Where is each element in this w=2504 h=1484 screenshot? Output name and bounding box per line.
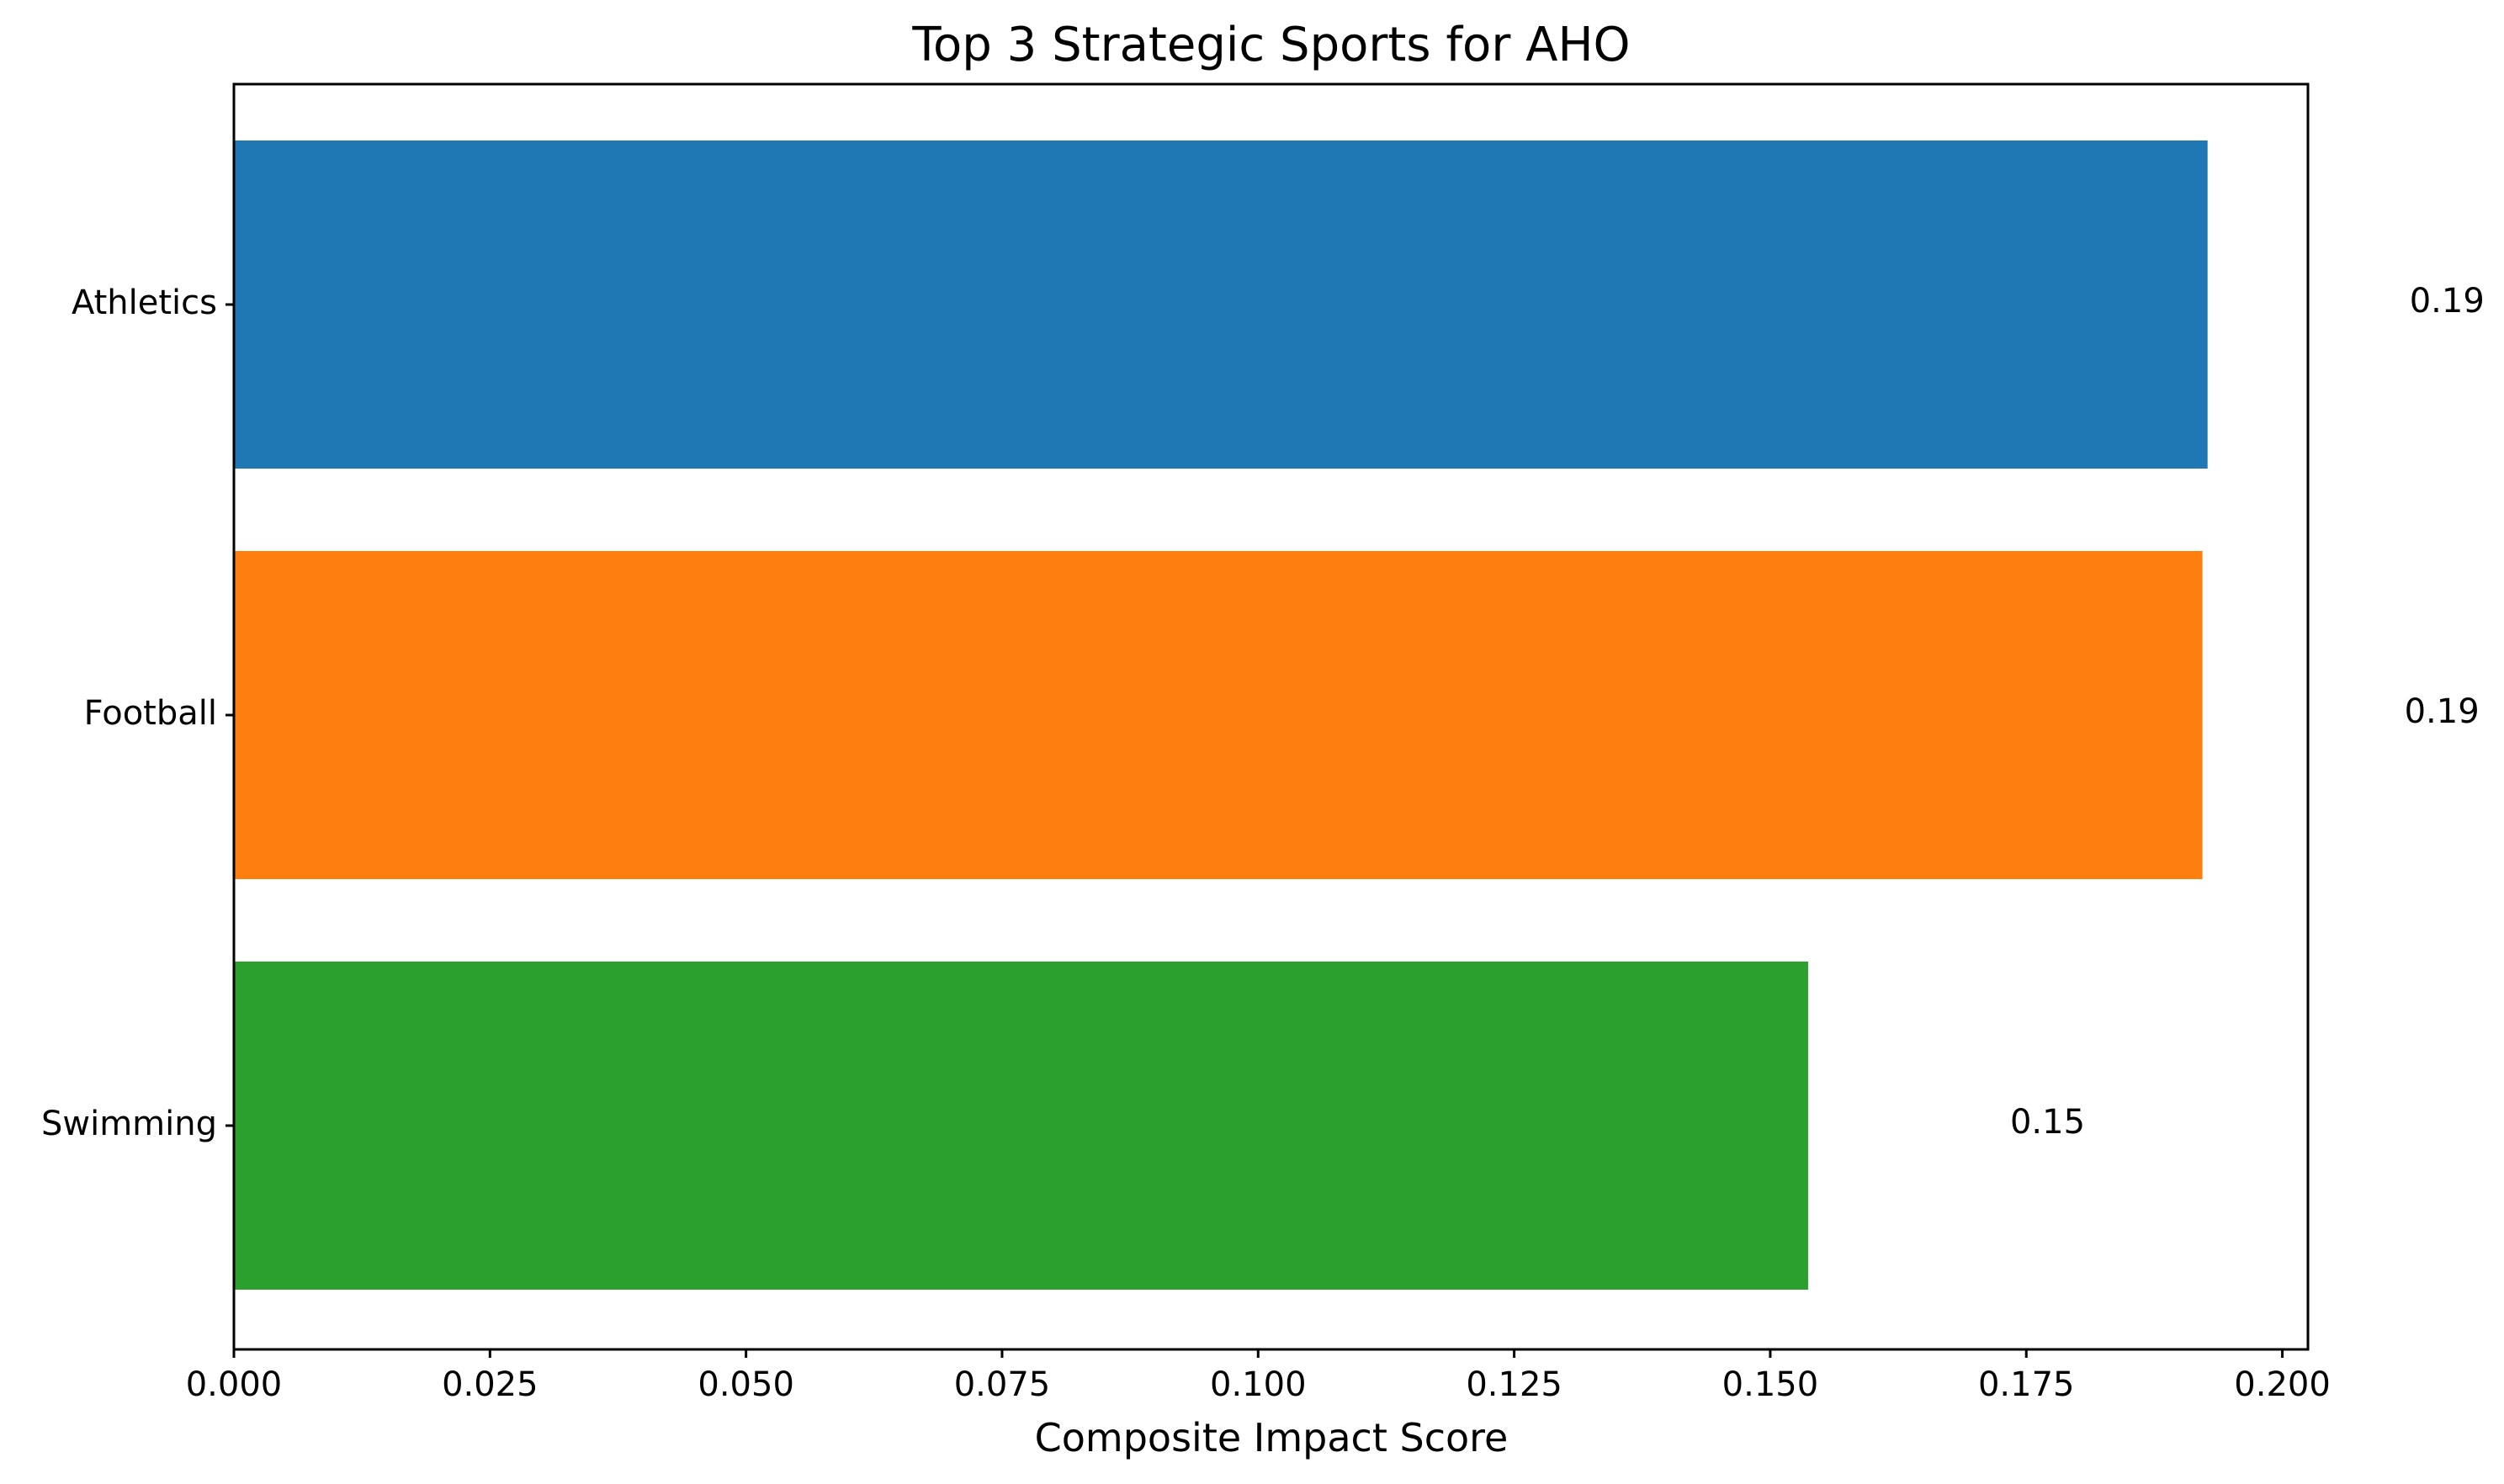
bar-football: [234, 551, 2203, 879]
y-tick-label-athletics: Athletics: [72, 284, 217, 322]
x-tick-label-7: 0.175: [1978, 1365, 2075, 1404]
x-tick-label-4: 0.100: [1210, 1365, 1307, 1404]
x-tick-label-6: 0.150: [1722, 1365, 1819, 1404]
data-label-football: 0.19: [2405, 692, 2480, 731]
plot-area-frame: [232, 82, 2310, 1351]
x-tick-label-0: 0.000: [186, 1365, 283, 1404]
bar-swimming: [234, 962, 1808, 1290]
x-tick-label-2: 0.050: [698, 1365, 794, 1404]
data-labels-group: 0.19 0.19 0.15: [2010, 282, 2485, 1142]
x-tick-label-5: 0.125: [1466, 1365, 1562, 1404]
x-tick-label-1: 0.025: [442, 1365, 538, 1404]
x-tick-label-8: 0.200: [2234, 1365, 2331, 1404]
bar-athletics: [234, 140, 2208, 469]
data-label-swimming: 0.15: [2010, 1103, 2085, 1142]
y-tick-label-football: Football: [84, 694, 217, 733]
data-label-athletics: 0.19: [2410, 282, 2485, 321]
y-tick-label-swimming: Swimming: [41, 1105, 217, 1143]
x-tick-label-3: 0.075: [954, 1365, 1051, 1404]
y-axis: Athletics Football Swimming: [41, 284, 234, 1143]
x-axis: 0.000 0.025 0.050 0.075 0.100 0.125 0.150 0.175…: [186, 1349, 2331, 1404]
bars-group: [234, 140, 2208, 1290]
chart-title: Top 3 Strategic Sports for AHO: [911, 18, 1630, 72]
x-axis-title: Composite Impact Score: [1035, 1415, 1509, 1460]
